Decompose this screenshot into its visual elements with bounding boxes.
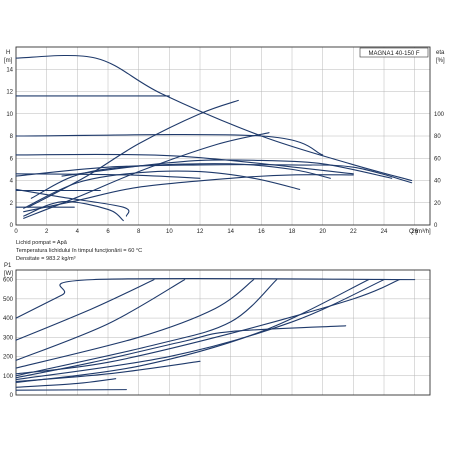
power-curve-10 [15,360,201,383]
power-curve-1 [15,277,416,319]
flow-tick-label: 6 [106,229,110,235]
head-curve-9 [23,132,270,219]
flow-tick-label: 16 [258,229,265,235]
flow-tick-label: 4 [76,229,80,235]
head-y-tick-label: 2 [10,201,14,207]
efficiency-tick-label: 80 [434,134,441,140]
power-y-tick-label: 300 [3,335,14,341]
power-curve-11 [15,378,117,388]
head-grid [16,47,430,226]
head-curve-1 [15,54,413,182]
power-curve-7 [15,279,400,375]
efficiency-axis-label: eta [436,50,445,56]
head-curve-4 [15,153,354,175]
flow-axis-label: Q [m³/h] [409,229,431,235]
flow-tick-label: 12 [197,229,204,235]
head-curve-15 [23,200,124,222]
power-plot-frame [15,269,431,396]
flow-tick-label: 10 [166,229,173,235]
note-density: Densitate = 983.2 kg/m³ [16,256,76,262]
power-curve-2 [15,279,155,341]
flow-tick-label: 2 [45,229,49,235]
power-y-tick-label: 600 [3,278,14,284]
power-axis-unit: [W] [4,271,13,277]
head-y-tick-label: 0 [10,223,14,229]
note-temperature: Temperatura lichidului în timpul funcţio… [16,248,142,254]
power-curves [15,277,416,391]
head-curve-10 [15,164,413,184]
flow-tick-label: 18 [289,229,296,235]
note-fluid: Lichid pompat = Apă [16,240,68,246]
power-curve-4 [15,279,255,369]
head-y-tick-label: 6 [10,156,14,162]
head-y-tick-label: 14 [6,67,13,73]
flow-tick-label: 14 [227,229,234,235]
flow-tick-label: 22 [350,229,357,235]
power-curve-5 [15,279,278,377]
head-y-tick-label: 8 [10,134,14,140]
head-curve-14 [23,174,354,213]
power-curve-8 [15,279,370,384]
head-y-tick-label: 10 [6,112,13,118]
chart-title: MAGNA1 40-150 F [368,51,419,57]
power-y-tick-label: 0 [10,393,14,399]
flow-tick-label: 26 [411,229,418,235]
power-ticks: 0 100 200 300 400 500 600 [3,278,14,399]
flow-tick-label: 24 [381,229,388,235]
power-curve-12 [15,389,127,391]
head-axis-label: H [6,50,10,56]
head-y-tick-label: 4 [10,179,14,185]
flow-tick-label: 0 [14,229,18,235]
flow-tick-label: 8 [137,229,141,235]
power-curve-6 [15,279,385,381]
head-curves [15,54,413,222]
power-y-tick-label: 100 [3,374,14,380]
head-curve-13 [23,170,301,209]
head-y-tick-label: 12 [6,90,13,96]
power-curve-3 [15,279,186,361]
power-y-tick-label: 200 [3,355,14,361]
efficiency-tick-label: 60 [434,156,441,162]
head-curve-8 [27,99,239,208]
head-axis-unit: [m] [4,58,13,64]
power-curve-9 [15,325,347,379]
efficiency-tick-label: 0 [434,223,438,229]
head-curve-3 [15,134,324,156]
head-curve-12 [30,163,331,199]
efficiency-axis-unit: [%] [436,58,445,64]
efficiency-tick-label: 100 [434,112,445,118]
power-y-tick-label: 400 [3,316,14,322]
title-box [359,47,429,58]
efficiency-tick-label: 20 [434,201,441,207]
flow-tick-label: 20 [319,229,326,235]
power-axis-label: P1 [4,263,12,269]
head-curve-16 [15,188,130,217]
efficiency-tick-label: 40 [434,179,441,185]
power-y-tick-label: 500 [3,297,14,303]
